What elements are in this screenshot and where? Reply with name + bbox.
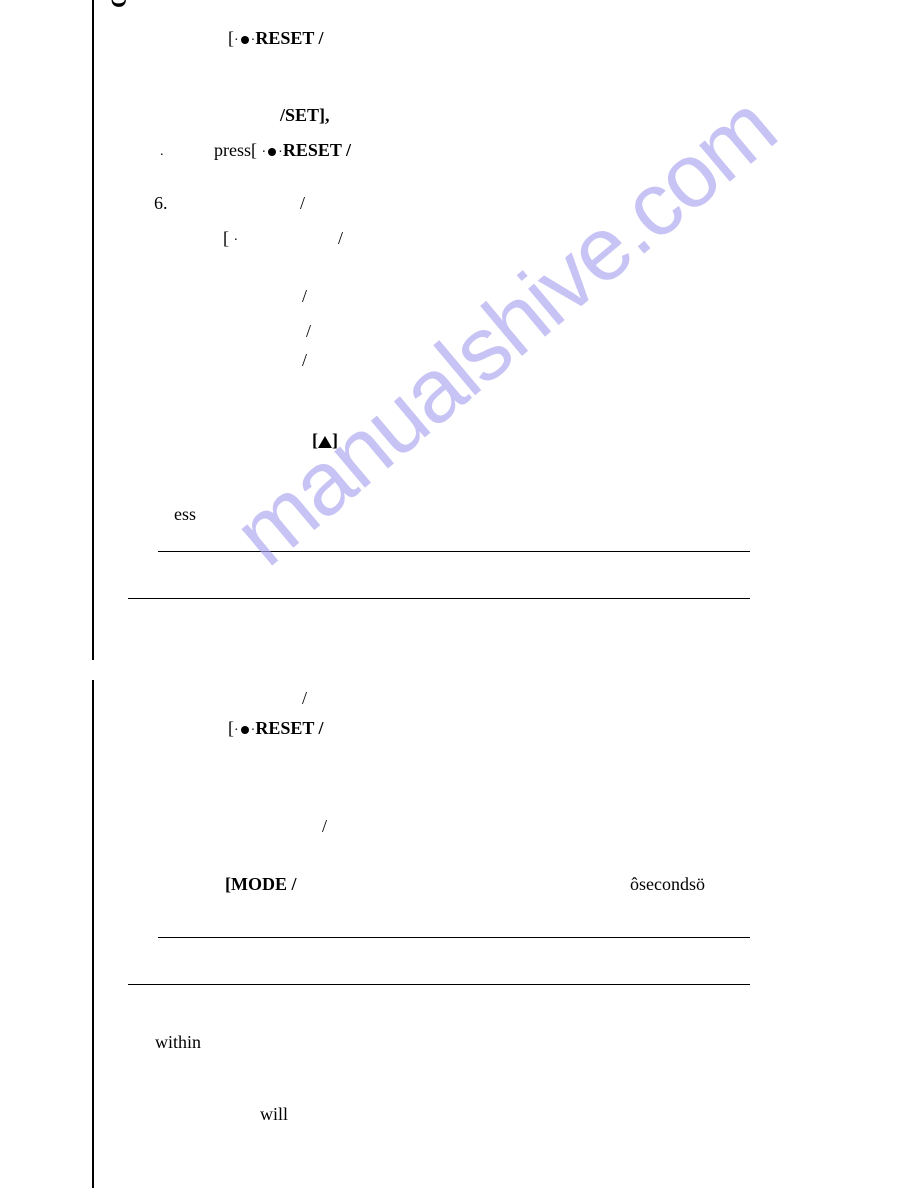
slash-3: / xyxy=(302,286,307,307)
bracket-prefix-3: [· xyxy=(228,718,239,738)
reset-text-1: RESET / xyxy=(255,28,323,48)
up-triangle-label: [] xyxy=(312,430,338,451)
mode-label: [MODE / xyxy=(225,874,297,895)
document-page: G [··RESET / /SET], press[ ··RESET / . 6… xyxy=(0,0,918,1188)
slash-7: / xyxy=(322,816,327,837)
press-reset-label: press[ ··RESET / xyxy=(214,140,351,161)
left-border-upper xyxy=(92,0,94,660)
bracket-line-2: [ · xyxy=(223,228,238,249)
slash-5: / xyxy=(302,350,307,371)
press-prefix: press[ · xyxy=(214,140,266,160)
dot-icon xyxy=(241,726,249,734)
oseconds-text: ôsecondsö xyxy=(630,874,705,895)
bracket-open-2: [ · xyxy=(223,228,238,248)
horizontal-rule-2 xyxy=(128,598,750,599)
ess-text: ess xyxy=(174,504,196,525)
up-triangle-icon xyxy=(318,436,332,448)
reset-label-3: [··RESET / xyxy=(228,718,324,739)
step-6-number: 6. xyxy=(154,193,168,214)
reset-label-1: [··RESET / xyxy=(228,28,324,49)
within-text: within xyxy=(155,1032,201,1053)
will-text: will xyxy=(260,1104,288,1125)
slash-1: / xyxy=(300,193,305,214)
reset-text-2: RESET / xyxy=(283,140,351,160)
rotated-letter-g: G xyxy=(106,0,132,8)
dot-icon xyxy=(241,36,249,44)
left-border-lower xyxy=(92,680,94,1188)
slash-6: / xyxy=(302,688,307,709)
bracket-close-3: ] xyxy=(332,430,338,450)
horizontal-rule-1 xyxy=(158,551,750,552)
horizontal-rule-4 xyxy=(128,984,750,985)
bracket-prefix-1: [· xyxy=(228,28,239,48)
slash-4: / xyxy=(306,321,311,342)
reset-text-3: RESET / xyxy=(255,718,323,738)
slash-2: / xyxy=(338,228,343,249)
punctuation-dot: . xyxy=(160,144,164,160)
horizontal-rule-3 xyxy=(158,937,750,938)
dot-icon xyxy=(268,148,276,156)
set-label: /SET], xyxy=(280,105,330,126)
